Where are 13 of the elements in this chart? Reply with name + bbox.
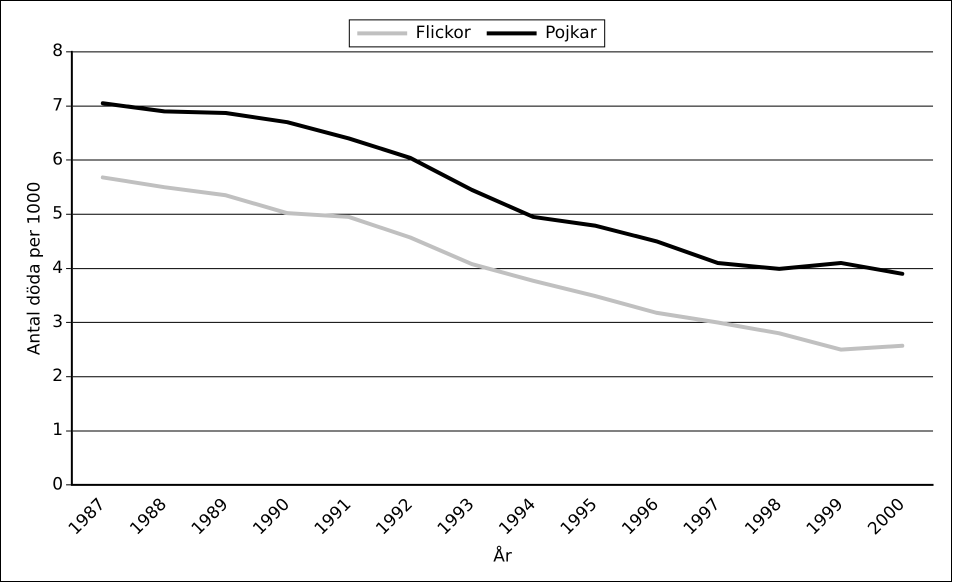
y-tick-label: 8 bbox=[52, 40, 64, 60]
y-tick-label: 6 bbox=[52, 148, 64, 168]
legend-label: Flickor bbox=[416, 22, 471, 42]
x-axis-title: År bbox=[493, 545, 512, 566]
y-tick-label: 2 bbox=[52, 365, 64, 386]
y-tick-label: 1 bbox=[52, 419, 64, 440]
y-tick-label: 5 bbox=[52, 202, 64, 223]
legend-label: Pojkar bbox=[545, 22, 597, 42]
y-axis-title: Antal döda per 1000 bbox=[24, 182, 44, 356]
y-tick-label: 0 bbox=[52, 473, 64, 494]
y-tick-label: 7 bbox=[52, 94, 64, 114]
y-tick-label: 4 bbox=[52, 256, 64, 277]
y-tick-label: 3 bbox=[52, 310, 64, 331]
